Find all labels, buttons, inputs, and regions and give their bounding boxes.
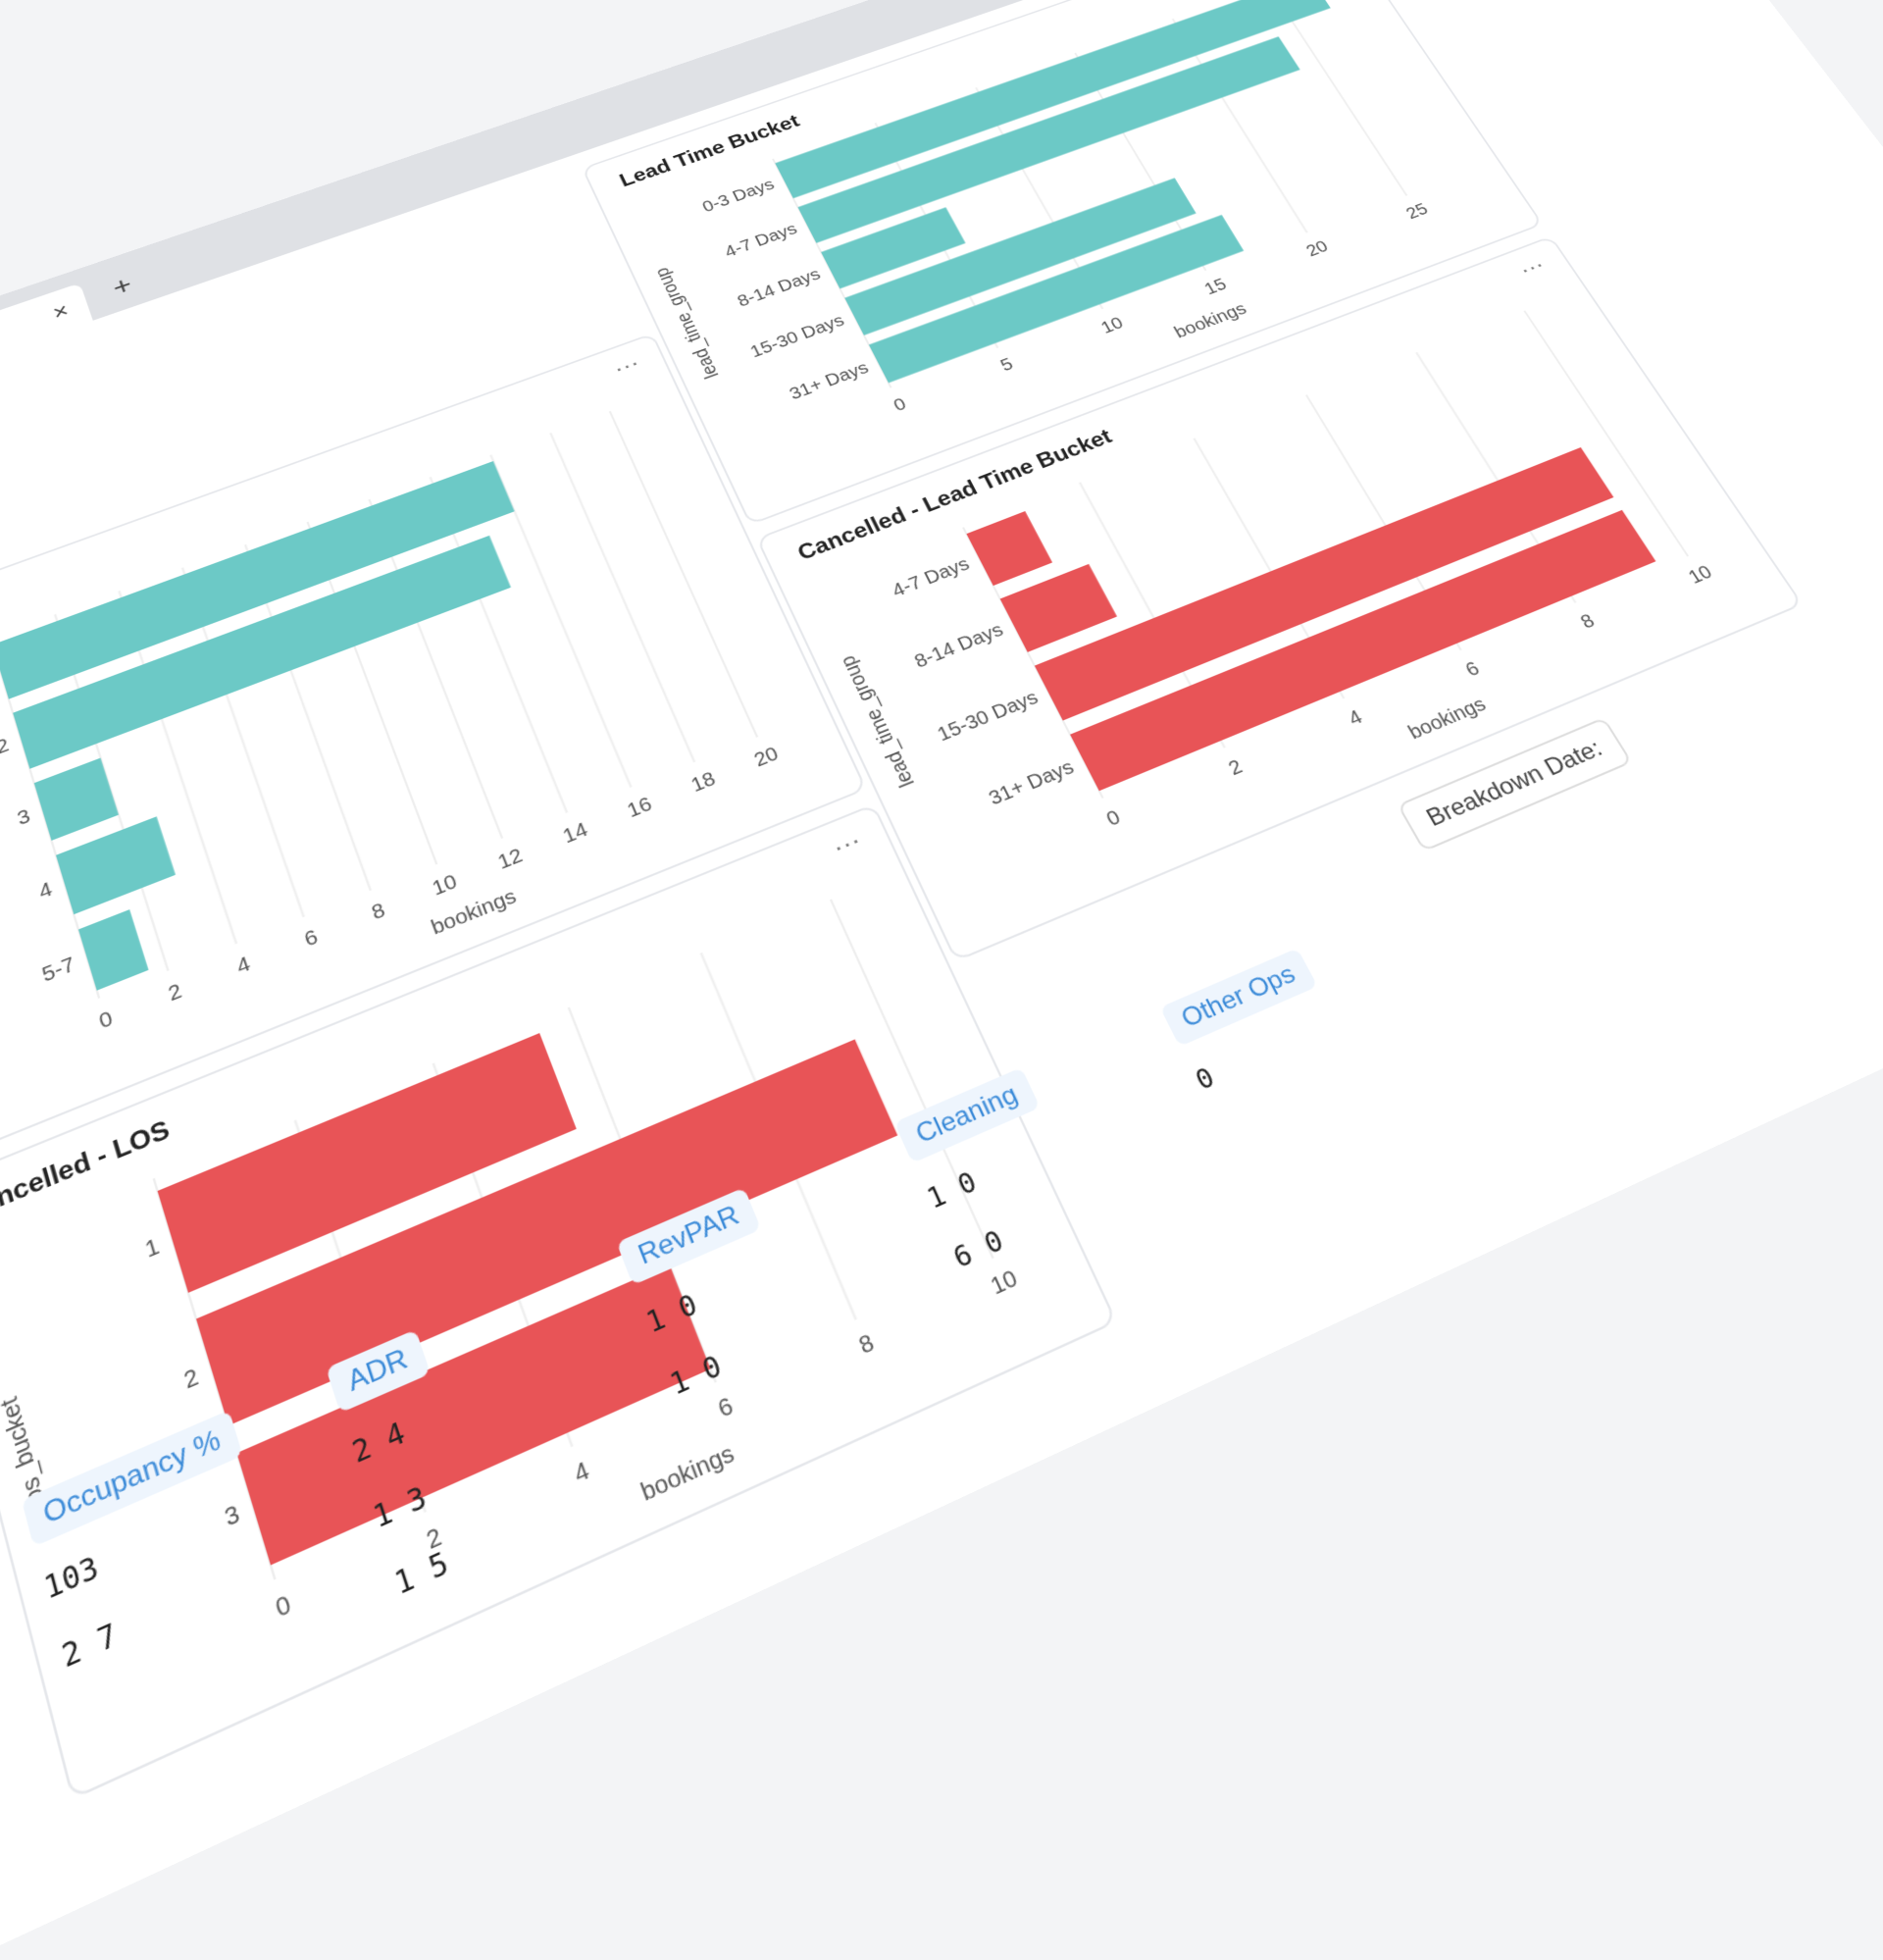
- tab-close[interactable]: ×: [50, 298, 72, 326]
- y-tick-label: 15-30 Days: [934, 687, 1042, 746]
- dashboard: × + ata ···0246810121416182012345-7booki…: [0, 0, 1883, 1960]
- x-tick-label: 10: [430, 870, 460, 900]
- y-tick-label: 1: [142, 1233, 162, 1263]
- chart-title: Cancelled - LOS: [0, 1115, 173, 1227]
- x-tick-label: 5: [997, 354, 1016, 375]
- y-tick-label: 31+ Days: [787, 358, 872, 403]
- x-tick-label: 2: [1225, 755, 1247, 780]
- y-tick-label: 8-14 Days: [735, 265, 824, 310]
- x-tick-label: 25: [1402, 200, 1431, 223]
- tab[interactable]: ×: [0, 283, 93, 468]
- x-tick-label: 0: [1102, 805, 1124, 830]
- grid-line: [550, 433, 694, 761]
- bar: [1000, 564, 1117, 652]
- x-tick-label: 4: [1345, 706, 1366, 730]
- x-axis-label: bookings: [1171, 299, 1249, 341]
- y-tick-label: 5-7: [39, 953, 76, 986]
- x-tick-label: 8: [369, 899, 388, 924]
- bar: [966, 511, 1052, 586]
- new-tab[interactable]: +: [109, 270, 135, 302]
- x-tick-label: 2: [166, 979, 184, 1006]
- bar: [78, 909, 149, 991]
- y-tick-label: 8-14 Days: [911, 619, 1006, 672]
- x-tick-label: 12: [495, 844, 526, 873]
- x-tick-label: 20: [751, 743, 782, 771]
- y-tick-label: 3: [15, 805, 32, 830]
- y-tick-label: 4-7 Days: [889, 553, 973, 600]
- x-axis-label: bookings: [1404, 694, 1490, 744]
- x-tick-label: 6: [302, 925, 321, 951]
- x-tick-label: 14: [560, 818, 590, 848]
- x-tick-label: 0: [96, 1006, 115, 1033]
- x-tick-label: 20: [1302, 237, 1331, 260]
- x-tick-label: 10: [1097, 314, 1126, 337]
- x-tick-label: 4: [234, 953, 253, 979]
- y-tick-label: 15-30 Days: [747, 311, 847, 361]
- x-tick-label: 16: [624, 793, 654, 822]
- x-tick-label: 18: [687, 767, 718, 796]
- y-tick-label: 31+ Days: [986, 756, 1078, 810]
- y-tick-label: 2: [0, 734, 12, 757]
- y-tick-label: 2: [181, 1364, 202, 1394]
- y-tick-label: 4-7 Days: [722, 220, 800, 261]
- x-tick-label: 0: [891, 394, 909, 415]
- x-tick-label: 10: [1685, 561, 1716, 588]
- y-tick-label: 0-3 Days: [699, 176, 777, 216]
- x-tick-label: 15: [1201, 275, 1230, 298]
- x-tick-label: 8: [1577, 610, 1599, 633]
- x-tick-label: 6: [1461, 657, 1483, 681]
- grid-line: [1268, 0, 1406, 195]
- y-tick-label: 4: [36, 878, 54, 903]
